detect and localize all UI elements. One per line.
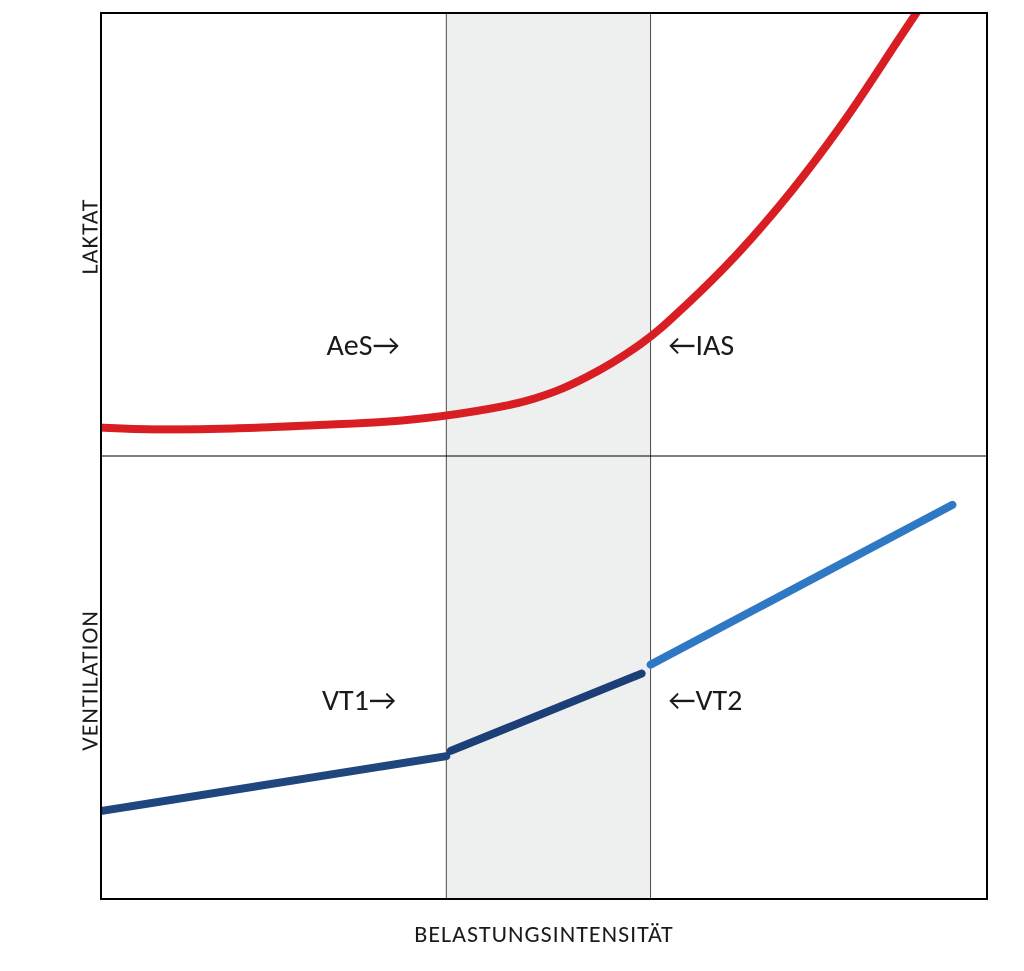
annotation-aes: AeS→ <box>326 327 399 364</box>
plot-area <box>100 12 988 900</box>
annotation-vt2: ←VT2 <box>668 682 742 719</box>
y-axis-label-laktat: LAKTAT <box>76 177 105 297</box>
x-axis-label: BELASTUNGSINTENSITÄT <box>100 920 988 949</box>
chart-container: LAKTAT VENTILATION BELASTUNGSINTENSITÄT … <box>0 0 1024 971</box>
annotation-ias: ←IAS <box>668 327 734 364</box>
annotation-vt1: VT1→ <box>322 682 396 719</box>
y-axis-label-ventilation: VENTILATION <box>76 581 105 781</box>
